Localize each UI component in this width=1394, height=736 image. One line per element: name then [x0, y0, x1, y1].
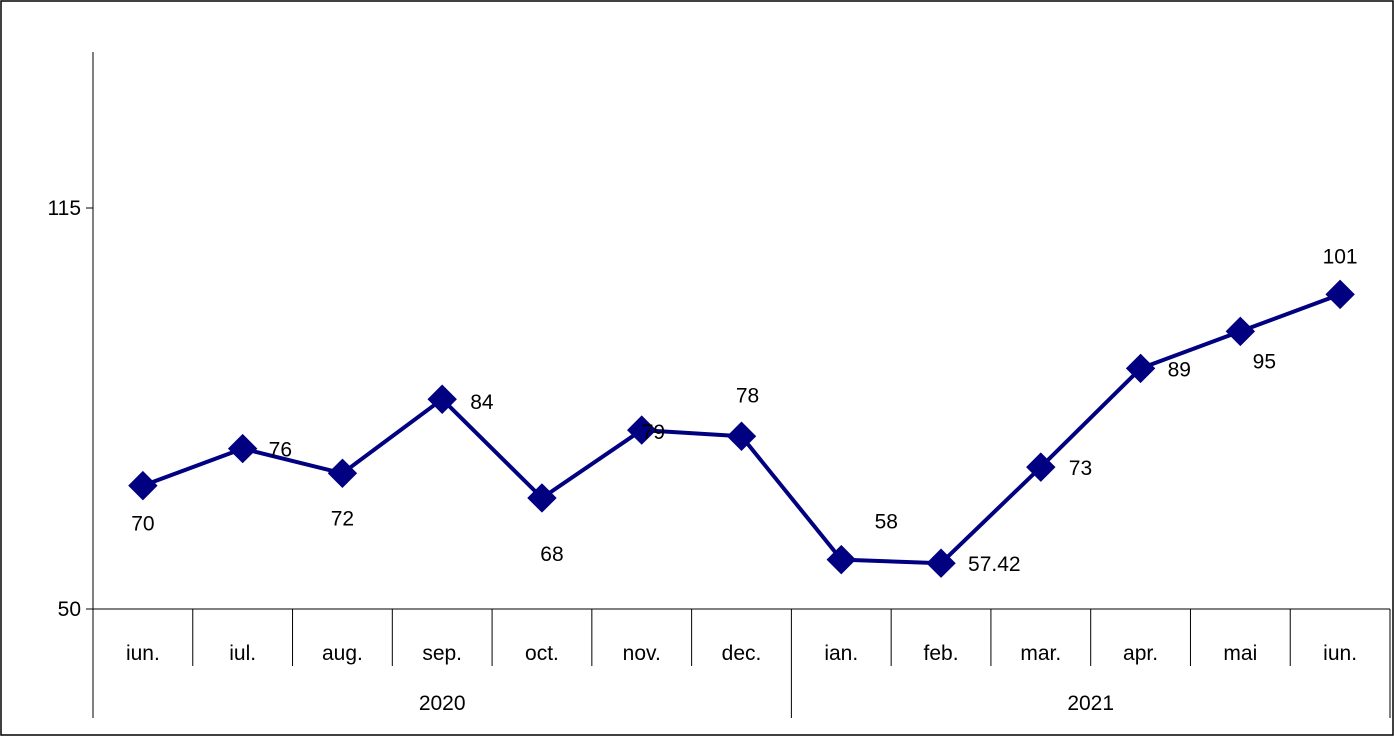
axes: 115 50 iun. iul. aug. sep. oct. nov. dec. ian. feb… — [48, 52, 1391, 718]
y-tick-label: 50 — [58, 598, 81, 621]
data-label: 73 — [1069, 457, 1092, 480]
x-tick-label: aug. — [322, 642, 363, 665]
data-label: 79 — [642, 421, 665, 444]
data-point-marker — [427, 384, 457, 414]
x-tick-label: mar. — [1020, 642, 1061, 665]
x-tick-label: iun. — [1323, 642, 1357, 665]
x-group-label: 2020 — [419, 692, 466, 715]
x-tick-label: apr. — [1123, 642, 1158, 665]
plot-area — [128, 279, 1355, 578]
data-label: 89 — [1168, 358, 1191, 381]
data-label: 70 — [131, 513, 154, 536]
y-tick-label: 115 — [48, 197, 81, 220]
data-point-marker — [1325, 279, 1355, 310]
x-tick-label: mai — [1223, 642, 1257, 665]
data-label: 84 — [470, 391, 494, 414]
data-point-marker — [227, 433, 258, 464]
x-tick-label: ian. — [824, 642, 858, 665]
data-point-marker — [1125, 353, 1156, 384]
data-label: 72 — [331, 507, 354, 530]
x-tick-label: oct. — [525, 642, 559, 665]
data-point-marker — [926, 548, 956, 578]
data-label: 101 — [1323, 245, 1358, 268]
data-label: 58 — [875, 511, 898, 534]
x-tick-label: iul. — [229, 642, 256, 665]
x-tick-label: sep. — [422, 642, 462, 665]
x-group-label: 2021 — [1067, 692, 1114, 715]
data-point-marker — [128, 470, 158, 501]
x-tick-label: feb. — [924, 642, 959, 665]
x-tick-label: iun. — [126, 642, 160, 665]
data-point-marker — [327, 458, 358, 488]
data-label: 68 — [540, 543, 563, 566]
data-point-marker — [1026, 452, 1056, 482]
x-tick-label: nov. — [623, 642, 661, 665]
data-label: 57.42 — [968, 553, 1021, 576]
data-label: 95 — [1253, 350, 1276, 373]
x-tick-label: dec. — [722, 642, 762, 665]
data-labels: 70 76 72 84 68 79 78 58 57.42 73 89 95 101 — [131, 245, 1357, 576]
data-label: 76 — [269, 439, 292, 462]
data-point-marker — [726, 421, 757, 451]
data-point-marker — [627, 415, 657, 445]
data-point-marker — [527, 483, 557, 513]
data-point-marker — [1225, 316, 1256, 347]
data-label: 78 — [736, 384, 759, 407]
data-point-marker — [826, 544, 856, 575]
